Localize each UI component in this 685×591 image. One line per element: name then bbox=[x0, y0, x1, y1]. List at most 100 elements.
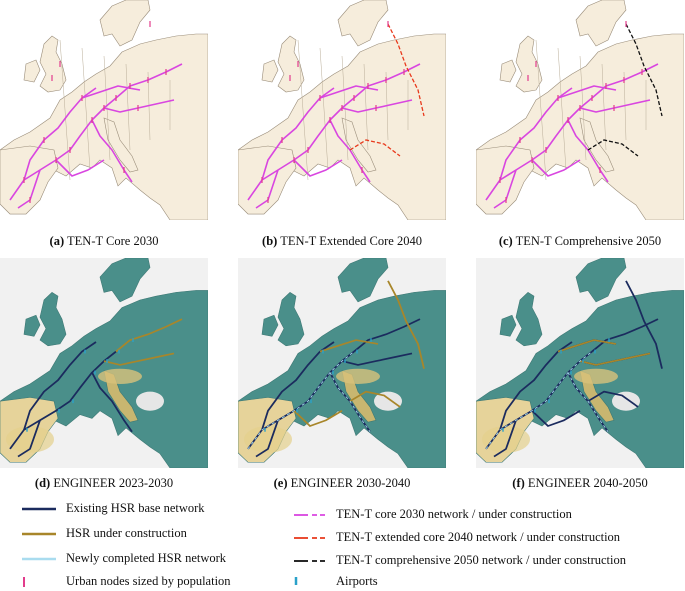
caption-f-letter: (f) bbox=[512, 476, 525, 490]
legend-label-urban-nodes: Urban nodes sized by population bbox=[66, 574, 231, 588]
map-d-uk-landmass bbox=[39, 291, 67, 347]
map-b-border-0 bbox=[297, 39, 309, 181]
map-e-hsr-existing-4 bbox=[341, 352, 413, 366]
legend-swatch-comprehensive2050-line bbox=[294, 559, 326, 562]
map-c-ireland-landmass bbox=[499, 59, 517, 83]
map-b-iberia-landmass bbox=[238, 145, 297, 215]
map-f-ireland-landmass bbox=[499, 314, 517, 337]
caption-c: (c) TEN-T Comprehensive 2050 bbox=[465, 234, 685, 249]
map-f-hsr-new-0 bbox=[485, 351, 593, 450]
caption-c-letter: (c) bbox=[498, 234, 513, 248]
map-c-route-2 bbox=[531, 159, 581, 177]
legend-item-existing: Existing HSR base network bbox=[22, 501, 205, 516]
legend-item-extended2040: TEN-T extended core 2040 network / under… bbox=[294, 530, 620, 545]
map-e-uk-landmass bbox=[277, 291, 305, 347]
map-e-scandinavia-landmass bbox=[337, 258, 389, 303]
map-d-alps-relief bbox=[98, 368, 142, 384]
caption-b-letter: (b) bbox=[262, 234, 278, 248]
caption-b: (b) TEN-T Extended Core 2040 bbox=[227, 234, 457, 249]
map-c-border-1 bbox=[557, 47, 567, 171]
legend-swatch-airport-marker bbox=[294, 576, 298, 585]
map-d-ireland-landmass bbox=[23, 314, 41, 337]
legend-item-urban-nodes: Urban nodes sized by population bbox=[22, 574, 231, 589]
map-d-svg bbox=[0, 258, 208, 468]
map-b-route-extra-8 bbox=[349, 139, 401, 157]
map-f-hsr-existing-9 bbox=[493, 420, 517, 458]
map-b-route-6 bbox=[319, 85, 379, 99]
legend-item-core2030: TEN-T core 2030 network / under construc… bbox=[294, 507, 572, 522]
map-b-italy-landmass bbox=[341, 117, 377, 173]
map-e-iberia-relief bbox=[244, 426, 292, 453]
map-panel-e bbox=[238, 258, 446, 478]
map-c-route-extra-7 bbox=[625, 23, 663, 117]
map-c-border-0 bbox=[535, 39, 547, 181]
legend-swatch-under-construction-line bbox=[22, 532, 56, 535]
map-a-iberia-landmass bbox=[0, 145, 59, 215]
caption-a-title: TEN-T Core 2030 bbox=[67, 234, 159, 248]
map-b-border-3 bbox=[363, 63, 369, 151]
map-b-scandinavia-landmass bbox=[337, 0, 389, 47]
map-d-scandinavia-landmass bbox=[99, 258, 151, 303]
map-d-hsr-construction-5 bbox=[115, 318, 183, 353]
map-e-hsr-new-0 bbox=[247, 351, 355, 450]
caption-a-letter: (a) bbox=[49, 234, 65, 248]
caption-e-title: ENGINEER 2030-2040 bbox=[290, 476, 411, 490]
map-a-ireland-landmass bbox=[23, 59, 41, 83]
map-panel-a bbox=[0, 0, 208, 220]
map-e-hsr-existing-5 bbox=[353, 318, 421, 353]
map-a-border-0 bbox=[59, 39, 71, 181]
caption-c-title: TEN-T Comprehensive 2050 bbox=[515, 234, 662, 248]
map-f-hsr-existing-2 bbox=[531, 409, 581, 427]
map-c-scandinavia-landmass bbox=[575, 0, 627, 47]
legend-swatch-core2030-line bbox=[294, 513, 326, 516]
map-e-hsr-construction-8 bbox=[349, 390, 401, 408]
map-c-route-extra-8 bbox=[587, 139, 639, 157]
map-d-adriatic bbox=[136, 391, 164, 411]
map-a-route-6 bbox=[81, 85, 141, 99]
map-e-alps-relief bbox=[336, 368, 380, 384]
legend-swatch-urban-node-marker bbox=[23, 576, 25, 587]
map-a-route-3 bbox=[91, 119, 133, 183]
legend-label-comprehensive2050: TEN-T comprehensive 2050 network / under… bbox=[336, 553, 626, 567]
map-b-ireland-landmass bbox=[261, 59, 279, 83]
map-e-adriatic bbox=[374, 391, 402, 411]
map-c-route-6 bbox=[557, 85, 617, 99]
map-b-route-extra-7 bbox=[387, 23, 425, 117]
map-b-route-2 bbox=[293, 159, 343, 177]
map-e-hsr-construction-2 bbox=[293, 409, 343, 427]
map-panel-c bbox=[476, 0, 684, 220]
map-c-iberia-landmass bbox=[476, 145, 535, 215]
map-a-border-1 bbox=[81, 47, 91, 171]
legend-label-extended2040: TEN-T extended core 2040 network / under… bbox=[336, 530, 621, 544]
caption-d-letter: (d) bbox=[34, 476, 51, 490]
map-a-svg bbox=[0, 0, 208, 220]
map-f-hsr-construction-4 bbox=[579, 352, 651, 366]
map-f-adriatic bbox=[612, 391, 640, 411]
map-c-svg bbox=[476, 0, 684, 220]
map-c-italy-landmass bbox=[579, 117, 615, 173]
caption-e-letter: (e) bbox=[273, 476, 288, 490]
legend-item-comprehensive2050: TEN-T comprehensive 2050 network / under… bbox=[294, 553, 626, 568]
map-b-border-1 bbox=[319, 47, 329, 171]
legend-label-existing: Existing HSR base network bbox=[66, 501, 205, 515]
legend: Existing HSR base network HSR under cons… bbox=[0, 495, 685, 591]
map-a-route-2 bbox=[55, 159, 105, 177]
map-a-scandinavia-landmass bbox=[99, 0, 151, 47]
map-e-hsr-existing-9 bbox=[255, 420, 279, 458]
legend-swatch-extended2040-line bbox=[294, 536, 326, 539]
map-b-svg bbox=[238, 0, 446, 220]
map-f-uk-landmass bbox=[515, 291, 543, 347]
legend-label-airports: Airports bbox=[336, 574, 378, 588]
map-f-iberia-relief bbox=[482, 426, 530, 453]
map-f-hsr-existing-8 bbox=[587, 390, 639, 408]
map-f-hsr-new-3 bbox=[567, 372, 609, 432]
map-d-hsr-construction-4 bbox=[103, 352, 175, 366]
caption-b-title: TEN-T Extended Core 2040 bbox=[280, 234, 422, 248]
map-a-italy-landmass bbox=[103, 117, 139, 173]
map-d-iberia-relief bbox=[6, 426, 54, 453]
map-panel-d bbox=[0, 258, 208, 478]
map-d-hsr-existing-1 bbox=[23, 341, 97, 431]
map-e-hsr-construction-6 bbox=[319, 339, 379, 353]
legend-swatch-newly-completed-line bbox=[22, 557, 56, 560]
legend-item-newly-completed: Newly completed HSR network bbox=[22, 551, 226, 566]
